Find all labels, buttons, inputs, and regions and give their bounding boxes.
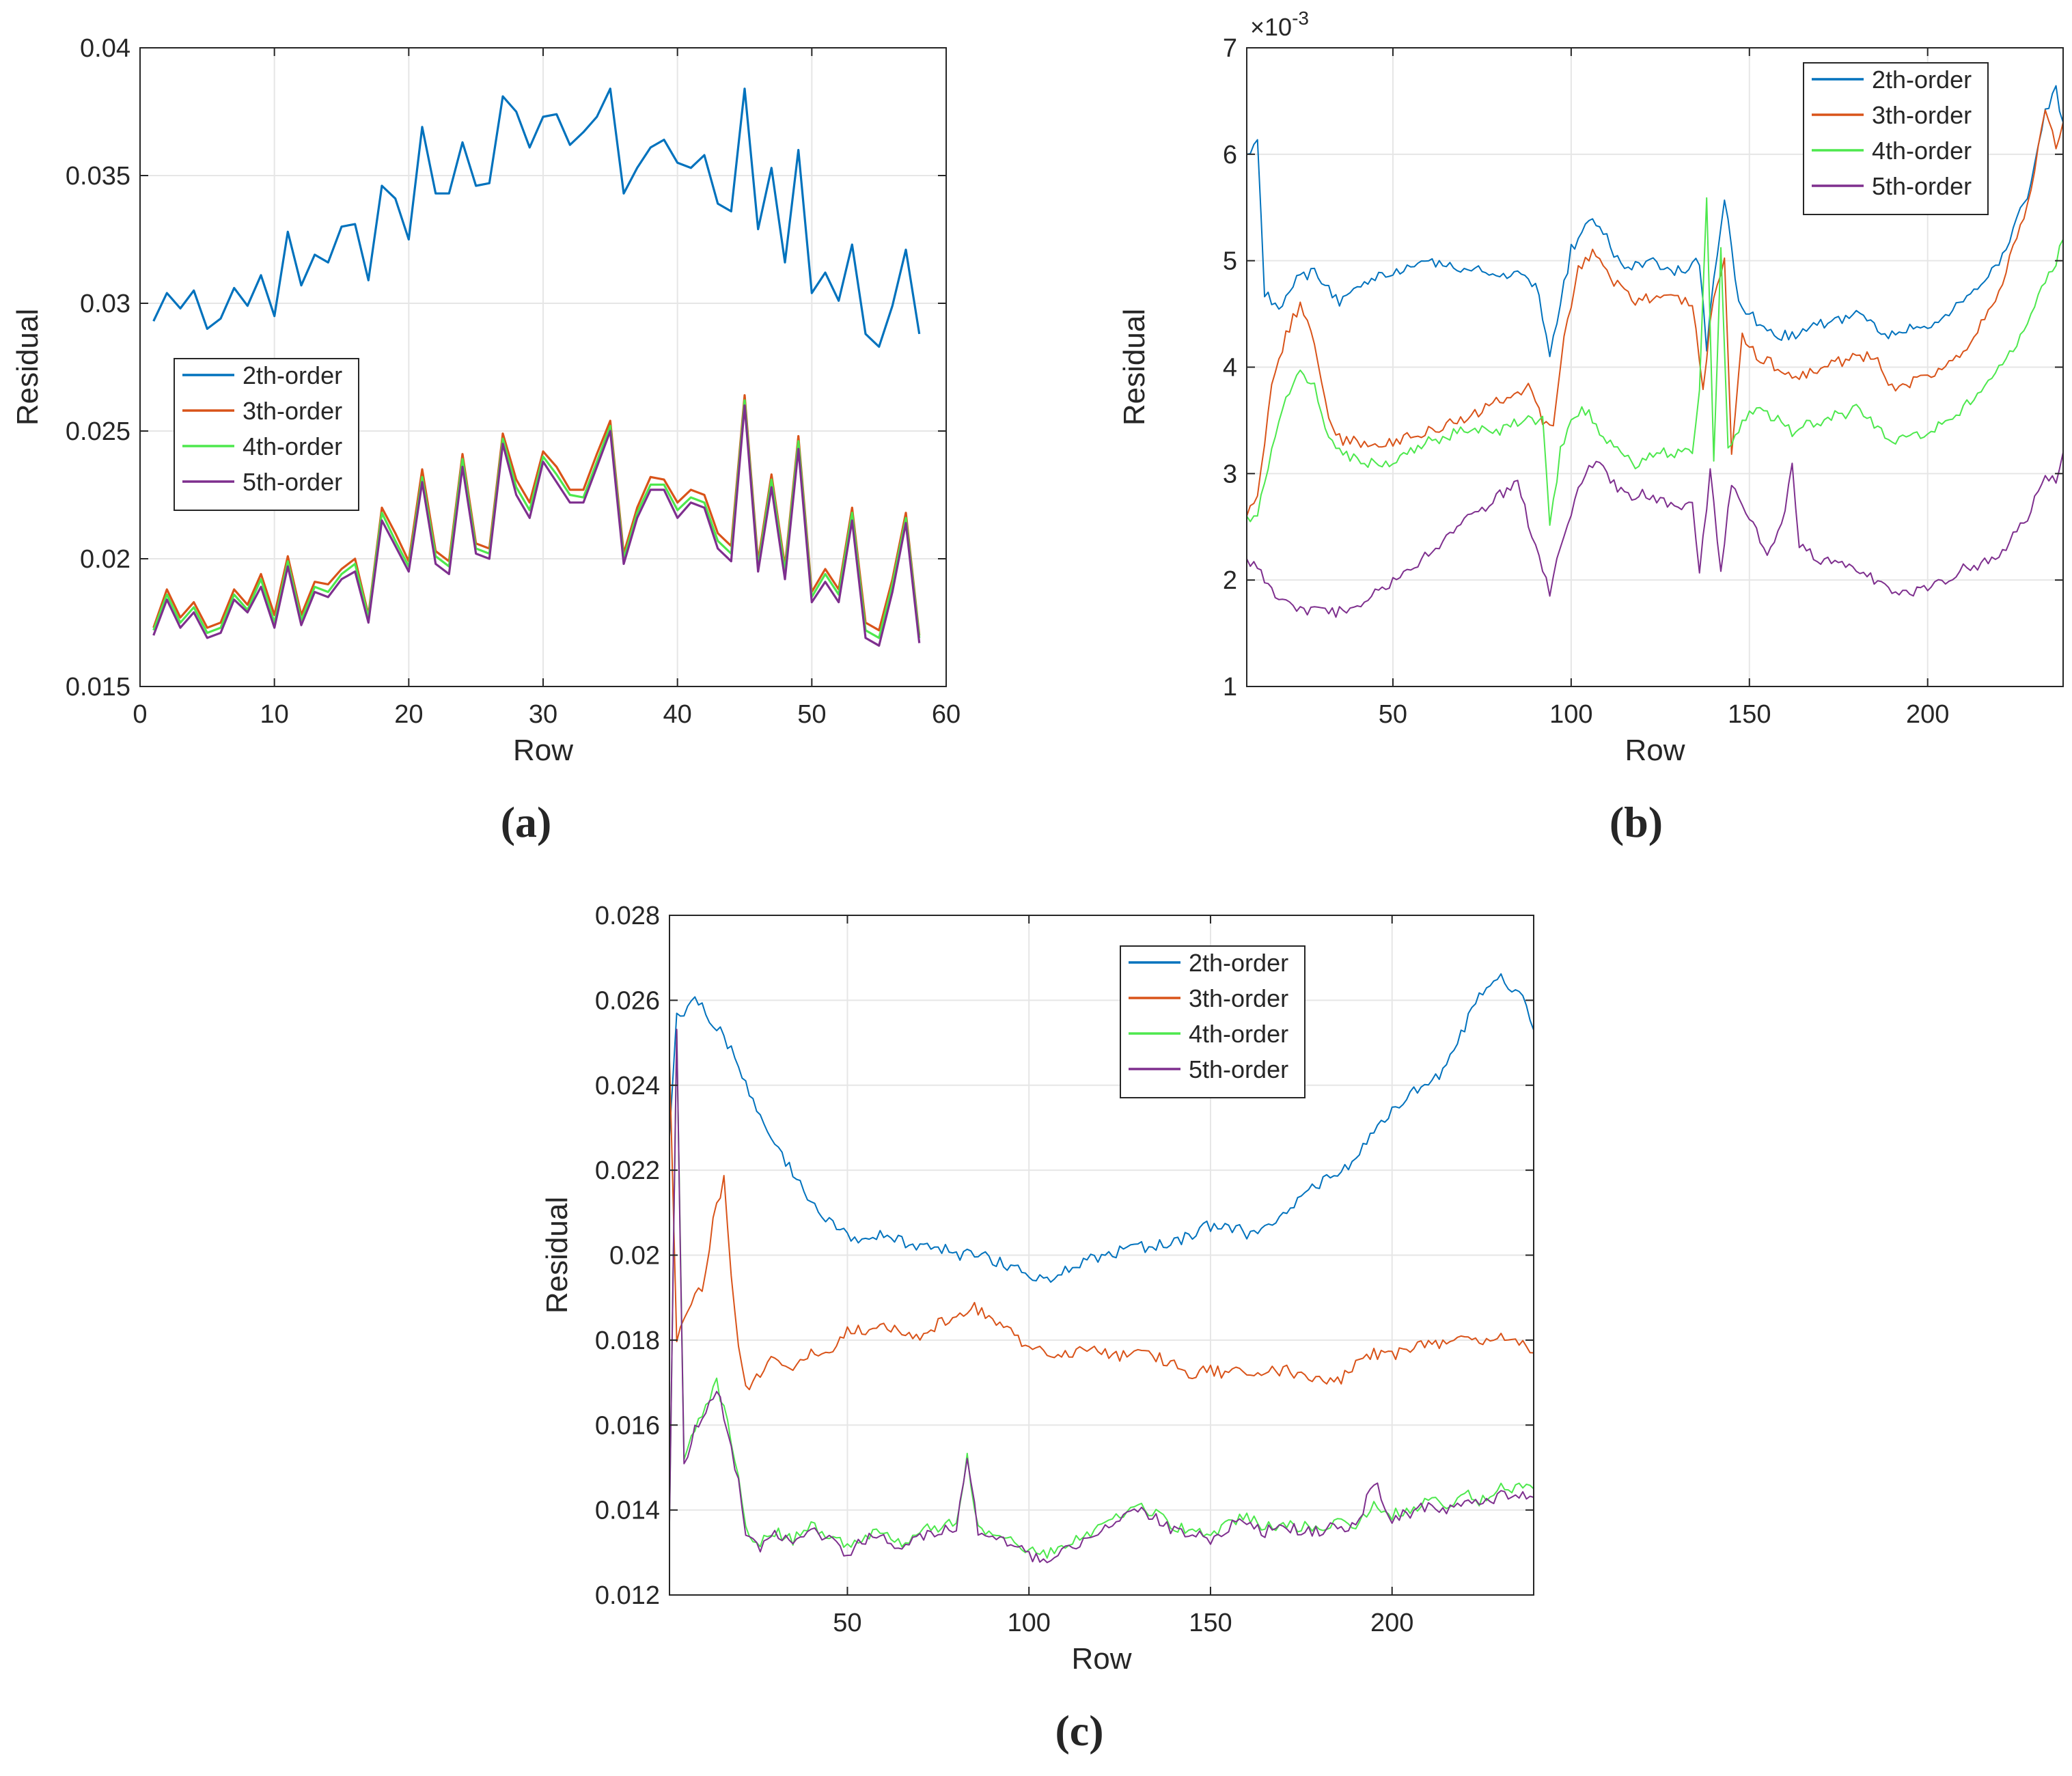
x-tick-label: 50 (797, 700, 826, 729)
legend-label: 4th-order (1872, 137, 1972, 165)
legend-box (1803, 62, 1989, 215)
legend-label: 4th-order (1189, 1020, 1288, 1048)
panel-caption: (b) (1610, 798, 1663, 846)
x-tick-label: 100 (1007, 1609, 1050, 1637)
y-tick-label: 1 (1223, 673, 1237, 702)
y-tick-label: 0.014 (595, 1497, 660, 1525)
chart-panel-c: 50 100 150 200 0.012 0.014 0.016 0.018 0.02 0.022… (540, 902, 1534, 1755)
panel-caption: (c) (1055, 1706, 1103, 1755)
y-axis-label: Residual (1118, 309, 1151, 426)
x-tick-label: 60 (932, 700, 961, 729)
y-tick-label: 0.012 (595, 1581, 660, 1610)
y-tick-label: 2 (1223, 566, 1237, 595)
series-line-3th-order (1247, 109, 2063, 517)
legend-box (174, 358, 359, 511)
series-line-2th-order (669, 973, 1534, 1283)
x-tick-label: 20 (394, 700, 423, 729)
legend-label: 5th-order (1189, 1055, 1288, 1083)
y-tick-label: 5 (1223, 247, 1237, 276)
y-tick-label: 3 (1223, 460, 1237, 488)
y-tick-label: 0.022 (595, 1156, 660, 1185)
legend: 2th-order 3th-order 4th-order 5th-order (1120, 945, 1306, 1098)
y-tick-label: 0.02 (80, 545, 130, 574)
series-line-5th-order (152, 404, 921, 647)
legend-label: 5th-order (243, 468, 342, 496)
y-tick-label: 0.026 (595, 986, 660, 1015)
x-axis-label: Row (1625, 734, 1685, 767)
legend: 2th-order 3th-order 4th-order 5th-order (174, 358, 359, 511)
y-tick-label: 4 (1223, 354, 1237, 383)
y-tick-label: 0.02 (609, 1242, 660, 1271)
series-line-2th-order (1247, 85, 2063, 357)
y-tick-label: 7 (1223, 34, 1237, 63)
panel-caption: (a) (501, 798, 552, 846)
y-tick-label: 0.024 (595, 1072, 660, 1100)
series-line-4th-order (669, 1030, 1534, 1559)
legend-label: 2th-order (1872, 66, 1972, 94)
y-tick-label: 0.04 (80, 34, 130, 63)
y-tick-label: 6 (1223, 141, 1237, 169)
x-tick-label: 50 (1379, 700, 1407, 729)
y-tick-label: 0.016 (595, 1411, 660, 1440)
y-tick-label: 0.018 (595, 1327, 660, 1355)
x-axis-label: Row (1071, 1642, 1131, 1676)
x-tick-label: 150 (1189, 1609, 1232, 1637)
chart-panel-b: 50 100 150 200 1 2 3 4 5 6 7 ×10-3 Row Residual (b) 2th… (1118, 8, 2064, 846)
x-axis-label: Row (513, 734, 573, 767)
x-tick-label: 0 (133, 700, 147, 729)
x-tick-label: 200 (1370, 1609, 1413, 1637)
x-tick-label: 30 (529, 700, 557, 729)
y-exponent-base: ×10 (1250, 13, 1292, 41)
series-line-2th-order (152, 87, 921, 348)
chart-panel-a: 0 10 20 30 40 50 60 0.015 0.02 0.025 0.03 0.035 0.04… (11, 34, 961, 846)
legend-label: 2th-order (1189, 949, 1288, 977)
x-tick-label: 150 (1728, 700, 1771, 729)
legend-label: 4th-order (243, 432, 342, 460)
y-tick-label: 0.015 (66, 673, 130, 702)
legend-label: 3th-order (243, 397, 342, 425)
y-tick-label: 0.03 (80, 290, 130, 318)
series-line-4th-order (1247, 197, 2063, 526)
y-axis-label: Residual (11, 309, 44, 426)
x-tick-label: 100 (1549, 700, 1592, 729)
y-exponent-power: -3 (1292, 8, 1309, 29)
x-tick-label: 50 (833, 1609, 861, 1637)
legend-box (1120, 945, 1306, 1098)
legend-label: 3th-order (1872, 101, 1972, 129)
series-line-3th-order (669, 1059, 1534, 1391)
legend-label: 2th-order (243, 361, 342, 389)
legend-label: 3th-order (1189, 984, 1288, 1012)
y-tick-label: 0.035 (66, 162, 130, 191)
y-exponent-label: ×10-3 (1250, 8, 1309, 41)
legend: 2th-order 3th-order 4th-order 5th-order (1803, 62, 1989, 215)
x-tick-label: 10 (260, 700, 289, 729)
legend-label: 5th-order (1872, 172, 1972, 200)
series-line-5th-order (1247, 452, 2063, 618)
y-tick-label: 0.028 (595, 902, 660, 930)
series-line-5th-order (669, 1029, 1534, 1564)
x-tick-label: 40 (663, 700, 692, 729)
y-tick-label: 0.025 (66, 417, 130, 446)
y-axis-label: Residual (540, 1197, 574, 1314)
x-tick-label: 200 (1906, 700, 1949, 729)
